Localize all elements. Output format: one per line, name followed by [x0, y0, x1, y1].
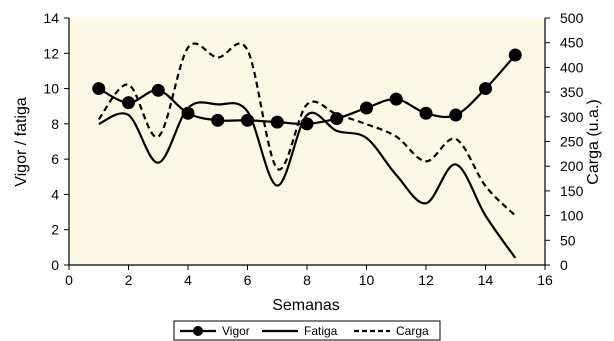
series-layer [92, 42, 522, 259]
y-tick-label-right: 200 [560, 158, 584, 174]
marker-vigor [270, 115, 284, 129]
y-tick-label-right: 450 [560, 35, 584, 51]
y-tick-label-right: 300 [560, 109, 584, 125]
y-axis-title-left: Vigor / fatiga [13, 97, 30, 187]
legend-box [173, 320, 441, 341]
x-tick-label: 10 [359, 272, 375, 288]
x-tick-label: 16 [537, 272, 553, 288]
marker-vigor [360, 101, 373, 115]
marker-vigor [241, 113, 254, 127]
y-tick-label-left: 0 [51, 257, 59, 273]
marker-vigor [211, 113, 225, 127]
plot-background [69, 18, 545, 265]
series-line-carga [97, 42, 517, 217]
marker-vigor [449, 108, 463, 122]
y-tick-label-right: 100 [560, 208, 584, 224]
x-tick-label: 6 [244, 272, 252, 288]
y-tick-label-right: 150 [560, 183, 584, 199]
marker-vigor [419, 106, 433, 120]
y-tick-label-left: 4 [51, 186, 59, 202]
marker-vigor [300, 117, 314, 131]
y-tick-label-left: 6 [51, 151, 59, 167]
x-tick-label: 0 [65, 272, 73, 288]
y-tick-label-right: 350 [560, 84, 584, 100]
x-tick-label: 8 [303, 272, 311, 288]
y-axis-left: 0 2 4 6 8 10 12 14 [43, 10, 70, 273]
y-tick-label-left: 2 [51, 222, 59, 238]
y-axis-title-right: Carga (u.a.) [585, 99, 602, 184]
legend-marker-vigor [193, 326, 203, 336]
y-axis-right: 0 50 100 150 200 250 300 350 400 450 500 [544, 10, 584, 273]
y-tick-label-right: 50 [560, 232, 576, 248]
marker-vigor [389, 92, 403, 106]
legend-label-carga: Carga [396, 324, 429, 338]
x-axis: 0 2 4 6 8 10 12 14 16 [65, 264, 553, 288]
marker-vigor [181, 106, 195, 120]
x-axis-title: Semanas [272, 297, 340, 314]
x-tick-label: 12 [418, 272, 434, 288]
x-tick-label: 2 [125, 272, 133, 288]
legend: Vigor Fatiga Carga [173, 320, 441, 341]
y-tick-label-right: 400 [560, 59, 584, 75]
x-tick-label: 14 [478, 272, 494, 288]
marker-vigor [330, 112, 344, 126]
marker-vigor [479, 82, 492, 96]
y-tick-label-left: 14 [43, 10, 59, 26]
marker-vigor [92, 82, 106, 96]
y-tick-label-right: 250 [560, 134, 584, 150]
y-tick-label-left: 12 [43, 45, 59, 61]
y-tick-label-right: 0 [560, 257, 568, 273]
legend-label-vigor: Vigor [222, 324, 250, 338]
y-tick-label-right: 500 [560, 10, 584, 26]
marker-vigor [508, 48, 522, 62]
legend-label-fatiga: Fatiga [304, 324, 338, 338]
x-tick-label: 4 [184, 272, 192, 288]
marker-vigor [122, 96, 135, 110]
y-tick-label-left: 10 [43, 81, 59, 97]
marker-vigor [151, 83, 165, 97]
y-tick-label-left: 8 [51, 116, 59, 132]
